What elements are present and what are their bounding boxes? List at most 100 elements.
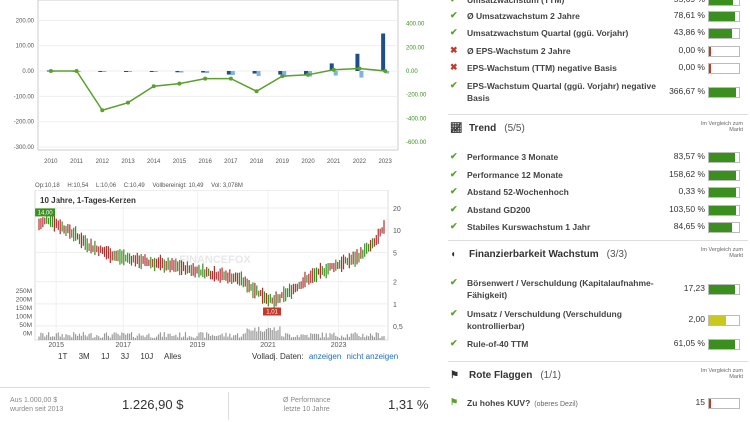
low-label: 1,01 [266,310,278,316]
bar-dark [381,33,386,71]
volume-bar [342,337,345,340]
bar-dark [355,53,360,71]
year-label: 2014 [147,159,161,165]
left-tick-label: -100.00 [14,94,35,100]
volume-bar [213,335,215,340]
volume-bar [69,335,71,340]
range-selector: 1T 3M 1J 3J 10J Alles [58,352,190,361]
volume-bar [38,336,40,340]
x-axis-label: 2019 [190,342,206,349]
criteria-panel: ✔ Umsatzwachstum (TTM) 55,69 % ✔ Ø Umsatzwac… [438,0,750,421]
range-1j-button[interactable]: 1J [100,352,110,361]
volume-bar [211,334,214,340]
invest-value: 1.226,90 $ [122,397,184,412]
flag-icon: ⚑ [450,397,459,407]
check-icon: ✔ [450,151,458,161]
volume-bar [53,336,56,340]
volume-bar [331,334,333,340]
volume-bar [377,333,379,340]
flag-value: 15 [695,397,705,407]
year-label: 2010 [44,159,58,165]
criterion-label: EPS-Wachstum (TTM) negative Basis [467,63,617,73]
bar-light [128,71,132,72]
volume-bar [246,328,248,340]
volume-bar [125,334,127,340]
left-tick-label: 100.00 [16,44,35,50]
bar-dark [278,71,283,75]
range-3j-button[interactable]: 3J [120,352,130,361]
bar-light [179,71,184,73]
eps-point [357,66,362,71]
volume-bar [90,333,92,340]
range-3m-button[interactable]: 3M [78,352,90,361]
range-1t-button[interactable]: 1T [58,352,68,361]
x-axis-label: 2017 [115,342,131,349]
volume-bar [267,327,269,340]
volume-bar [117,333,119,340]
range-10j-button[interactable]: 10J [140,352,154,361]
volume-bar [159,332,162,340]
bar-dark [201,71,206,73]
criterion-value: 84,65 % [673,221,705,231]
criterion-label: Umsatzwachstum (TTM) [467,0,565,5]
volume-bar [290,337,293,340]
criterion-label: EPS-Wachstum Quartal (ggü. Vorjahr) nega… [467,81,656,103]
bar-light [102,71,107,72]
check-icon: ✔ [450,186,458,196]
check-icon: ✔ [450,27,458,37]
year-label: 2019 [276,159,290,165]
volume-bar [238,337,241,340]
volume-bar [171,335,173,340]
volume-bar [314,333,316,340]
volume-bar [277,329,279,340]
criterion-value: 55,69 % [645,0,705,4]
volume-tick-label: 250M [16,288,32,295]
volume-bar [300,334,302,340]
bar-light [359,71,364,78]
volume-bar [281,336,283,340]
bar-light [256,71,261,77]
volume-bar [339,337,341,340]
volume-bar [250,330,252,340]
price-tick-label: 1 [393,302,397,309]
volume-bar [219,334,221,340]
volume-bar [362,333,364,340]
volume-bar [82,332,84,340]
price-tick-label: 2 [393,280,397,287]
open-value: Op:10,18 [35,183,60,189]
criterion-value: 103,50 % [669,203,705,214]
volume-bar [296,335,298,340]
criterion-value: 17,23 [683,283,705,293]
range-alles-button[interactable]: Alles [164,352,182,361]
volume-bar [167,333,169,340]
bar-dark [226,71,231,75]
score-bar [708,152,740,163]
price-tick-label: 0,5 [393,324,403,331]
score-bar [708,63,740,74]
bar-dark [252,71,257,74]
low-value: L:10,06 [96,183,117,189]
volume-bar [181,337,183,340]
close-value: C:10,49 [123,183,145,189]
criterion-label: Performance 12 Monate [467,169,563,180]
volume-bar [80,335,83,340]
volume-bar [107,335,109,340]
bar-light [76,71,81,72]
volume-hide-link[interactable]: nicht anzeigen [346,352,399,361]
volume-show-link[interactable]: anzeigen [308,352,342,361]
check-icon: ✔ [450,0,458,5]
volume-bar [354,332,356,340]
volume-bar [130,332,133,340]
criterion-value: 43,86 % [673,27,705,37]
volume-bar [55,333,57,340]
volume-bar [306,334,308,340]
volume-bar [227,336,229,340]
volume-label: Volladj. Daten: [252,352,304,361]
year-label: 2011 [70,159,84,165]
volume-bar [138,333,140,340]
score-bar [708,187,740,198]
volume-toggle: Volladj. Daten: anzeigen nicht anzeigen [252,352,398,361]
volume-bar [209,336,212,340]
high-label: 14,00 [38,210,54,216]
